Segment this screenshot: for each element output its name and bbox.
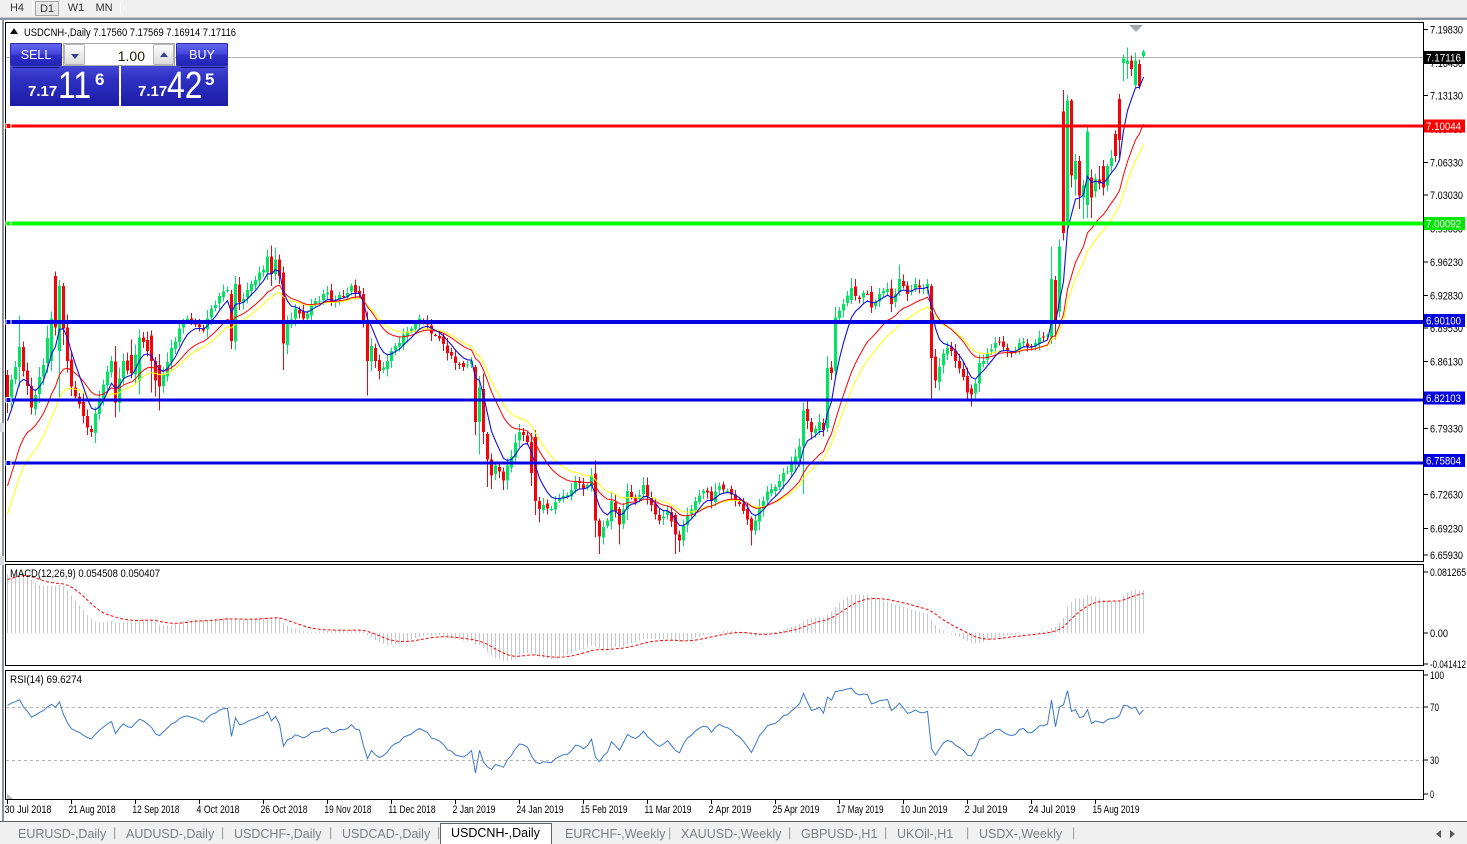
svg-text:-0.041412: -0.041412 (1430, 659, 1466, 671)
svg-text:2 Jul 2019: 2 Jul 2019 (965, 804, 1008, 816)
svg-text:7.13130: 7.13130 (1430, 91, 1463, 103)
svg-text:7.19830: 7.19830 (1430, 25, 1463, 37)
svg-text:7.10044: 7.10044 (1426, 121, 1461, 133)
svg-text:19 Nov 2018: 19 Nov 2018 (325, 804, 372, 816)
svg-text:6.90100: 6.90100 (1426, 316, 1461, 328)
svg-text:6.86130: 6.86130 (1430, 357, 1463, 369)
svg-text:6.92830: 6.92830 (1430, 291, 1463, 303)
svg-text:0.081265: 0.081265 (1430, 567, 1466, 579)
svg-text:6.82103: 6.82103 (1426, 393, 1461, 405)
svg-text:7.17116: 7.17116 (1426, 53, 1461, 65)
svg-text:24 Jul 2019: 24 Jul 2019 (1029, 804, 1076, 816)
svg-text:17 May 2019: 17 May 2019 (837, 804, 884, 816)
svg-text:25 Apr 2019: 25 Apr 2019 (773, 804, 820, 816)
svg-text:RSI(14) 69.6274: RSI(14) 69.6274 (10, 674, 82, 686)
svg-text:12 Sep 2018: 12 Sep 2018 (133, 804, 180, 816)
svg-text:30 Jul 2018: 30 Jul 2018 (5, 804, 52, 816)
svg-text:70: 70 (1430, 702, 1439, 714)
svg-text:11 Dec 2018: 11 Dec 2018 (389, 804, 436, 816)
svg-text:26 Oct 2018: 26 Oct 2018 (261, 804, 308, 816)
svg-text:30: 30 (1430, 755, 1439, 767)
svg-text:2 Jan 2019: 2 Jan 2019 (453, 804, 496, 816)
svg-text:6.96230: 6.96230 (1430, 257, 1463, 269)
svg-text:7.00092: 7.00092 (1426, 219, 1461, 231)
svg-text:USDCNH-,Daily 7.17560 7.17569: USDCNH-,Daily 7.17560 7.17569 7.16914 7.… (24, 27, 236, 39)
svg-text:15 Aug 2019: 15 Aug 2019 (1093, 804, 1140, 816)
svg-text:7.06330: 7.06330 (1430, 158, 1463, 170)
svg-text:15 Feb 2019: 15 Feb 2019 (581, 804, 628, 816)
svg-text:11 Mar 2019: 11 Mar 2019 (645, 804, 692, 816)
svg-text:6.75804: 6.75804 (1426, 456, 1461, 468)
svg-text:24 Jan 2019: 24 Jan 2019 (517, 804, 564, 816)
svg-text:0: 0 (1430, 789, 1434, 801)
svg-text:10 Jun 2019: 10 Jun 2019 (901, 804, 948, 816)
svg-text:0.00: 0.00 (1430, 628, 1448, 640)
svg-text:6.65930: 6.65930 (1430, 550, 1463, 562)
svg-text:21 Aug 2018: 21 Aug 2018 (69, 804, 116, 816)
svg-text:6.79330: 6.79330 (1430, 424, 1463, 436)
svg-text:7.03030: 7.03030 (1430, 190, 1463, 202)
svg-text:MACD(12,26,9) 0.054508 0.05040: MACD(12,26,9) 0.054508 0.050407 (10, 568, 160, 580)
svg-text:4 Oct 2018: 4 Oct 2018 (197, 804, 240, 816)
svg-text:100: 100 (1430, 670, 1444, 682)
svg-text:2 Apr 2019: 2 Apr 2019 (709, 804, 752, 816)
svg-text:6.72630: 6.72630 (1430, 490, 1463, 502)
svg-text:6.69230: 6.69230 (1430, 523, 1463, 535)
